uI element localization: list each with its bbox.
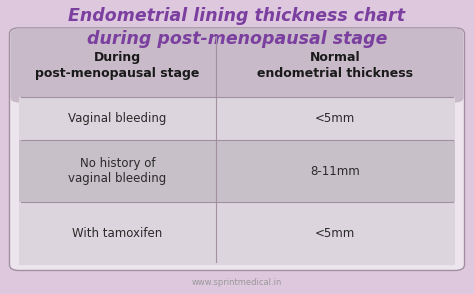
Text: Endometrial lining thickness chart
during post-menopausal stage: Endometrial lining thickness chart durin… bbox=[69, 7, 405, 48]
Text: During
post-menopausal stage: During post-menopausal stage bbox=[35, 51, 200, 80]
Text: With tamoxifen: With tamoxifen bbox=[72, 227, 163, 240]
Text: <5mm: <5mm bbox=[315, 227, 356, 240]
Text: 8-11mm: 8-11mm bbox=[310, 165, 360, 178]
Text: No history of
vaginal bleeding: No history of vaginal bleeding bbox=[68, 157, 166, 186]
Text: Vaginal bleeding: Vaginal bleeding bbox=[68, 112, 166, 125]
FancyBboxPatch shape bbox=[9, 28, 465, 270]
Text: Normal
endometrial thickness: Normal endometrial thickness bbox=[257, 51, 413, 80]
Text: <5mm: <5mm bbox=[315, 112, 356, 125]
FancyBboxPatch shape bbox=[10, 29, 464, 103]
Text: www.sprintmedical.in: www.sprintmedical.in bbox=[192, 278, 282, 287]
